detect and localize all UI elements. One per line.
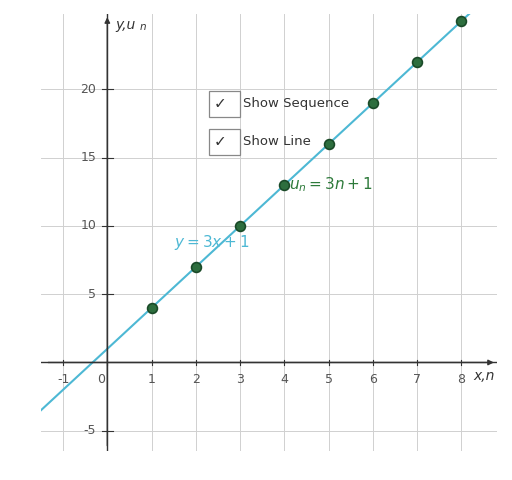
Text: 3: 3: [236, 373, 244, 386]
Text: $y = 3x + 1$: $y = 3x + 1$: [174, 233, 249, 252]
Point: [191, 263, 200, 271]
Text: 8: 8: [457, 373, 465, 386]
Text: 6: 6: [369, 373, 377, 386]
Point: [413, 59, 421, 66]
Text: 4: 4: [281, 373, 288, 386]
Point: [369, 99, 377, 107]
Text: x,n: x,n: [473, 369, 495, 384]
Text: -5: -5: [84, 424, 96, 437]
Point: [457, 17, 465, 25]
Text: n: n: [139, 22, 146, 32]
Text: -1: -1: [57, 373, 69, 386]
Text: y,u: y,u: [115, 19, 136, 33]
Text: 1: 1: [147, 373, 156, 386]
Point: [280, 181, 288, 189]
Point: [236, 222, 244, 230]
Point: [147, 304, 156, 312]
Text: 5: 5: [325, 373, 332, 386]
Text: $u_n = 3n + 1$: $u_n = 3n + 1$: [289, 176, 373, 194]
Text: 7: 7: [413, 373, 421, 386]
Text: 15: 15: [80, 151, 96, 164]
Text: ✓: ✓: [214, 134, 226, 149]
Point: [325, 140, 333, 148]
Text: 2: 2: [192, 373, 200, 386]
Text: 5: 5: [88, 288, 96, 301]
Text: ✓: ✓: [214, 96, 226, 111]
Text: 20: 20: [80, 83, 96, 96]
Text: Show Sequence: Show Sequence: [243, 97, 349, 110]
Text: 0: 0: [97, 373, 104, 386]
Text: 10: 10: [80, 219, 96, 232]
Text: Show Line: Show Line: [243, 135, 310, 148]
